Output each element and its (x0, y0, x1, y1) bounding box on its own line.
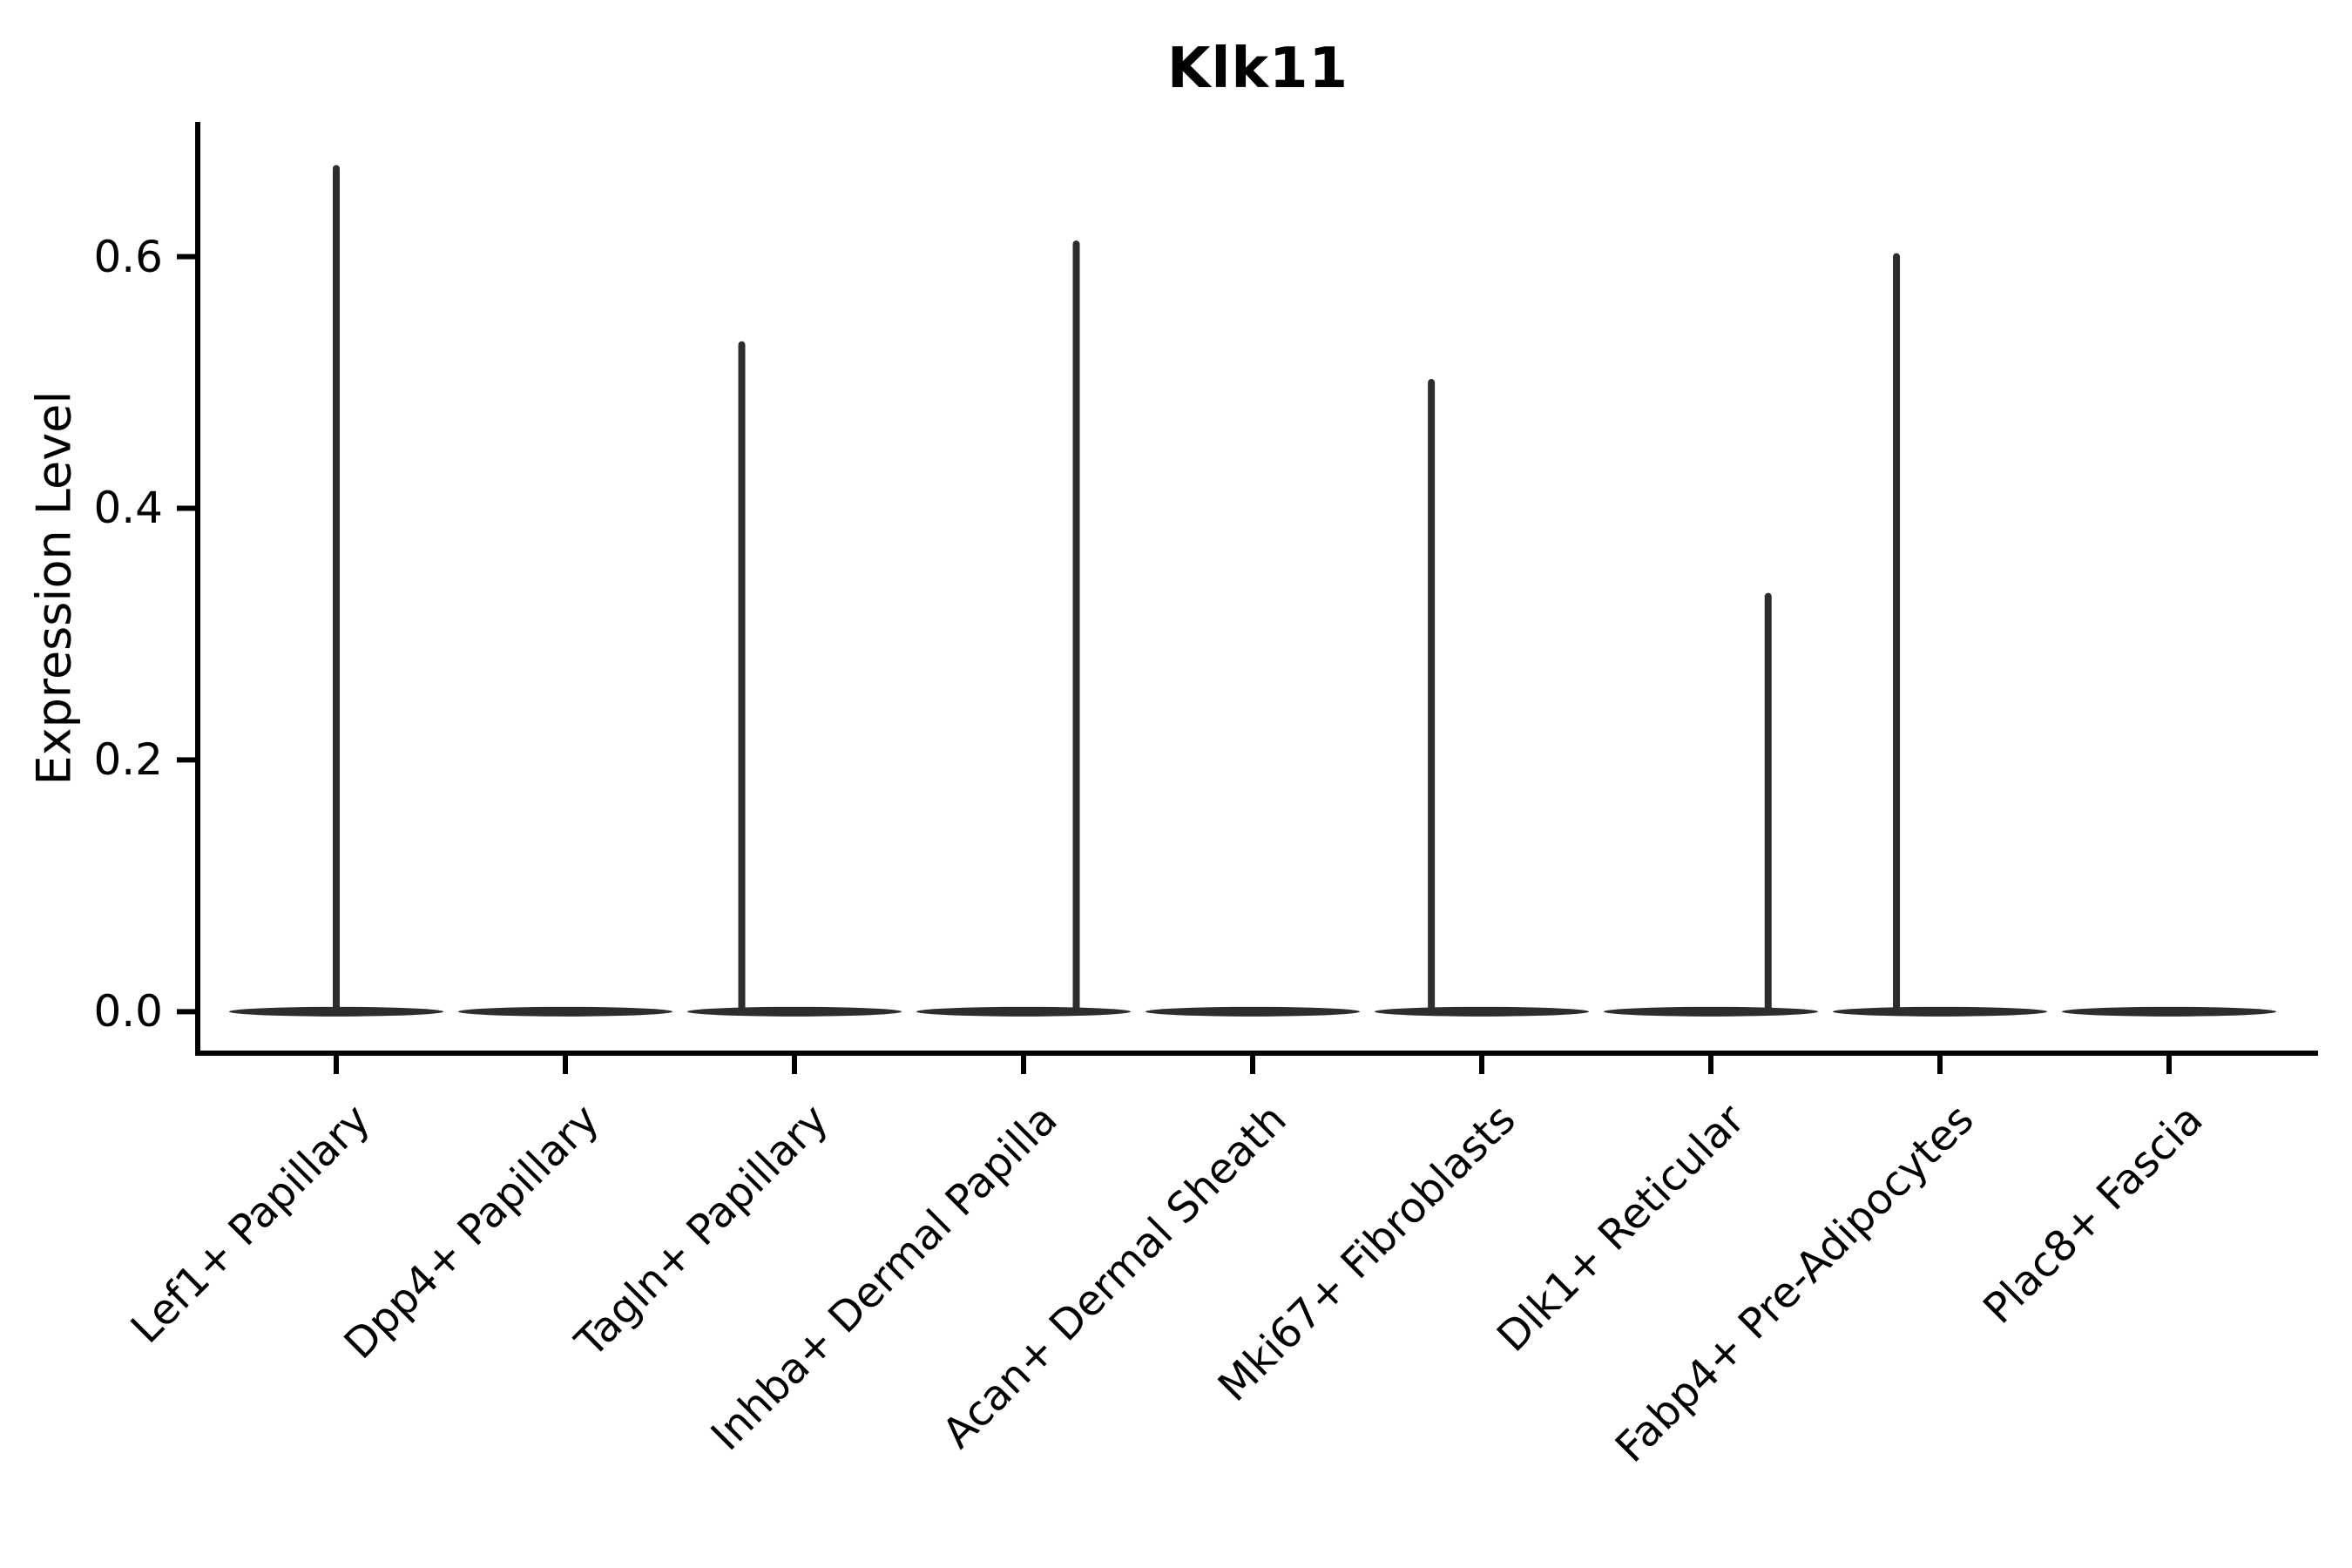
y-axis-title: Expression Level (26, 390, 82, 785)
chart-title: Klk11 (1166, 37, 1349, 101)
violin-base (458, 1006, 672, 1017)
y-tick-label: 0.2 (93, 734, 163, 786)
violin-base (687, 1006, 902, 1017)
violin-base (229, 1006, 443, 1017)
violin-base (1375, 1006, 1589, 1017)
y-tick-label: 0.4 (93, 483, 163, 534)
violin-base (2062, 1006, 2276, 1017)
violin-base (916, 1006, 1131, 1017)
violin-base (1146, 1006, 1360, 1017)
y-tick-label: 0.0 (93, 986, 163, 1037)
y-tick-label: 0.6 (93, 231, 163, 282)
violin-base (1604, 1006, 1818, 1017)
violin-base (1833, 1006, 2047, 1017)
